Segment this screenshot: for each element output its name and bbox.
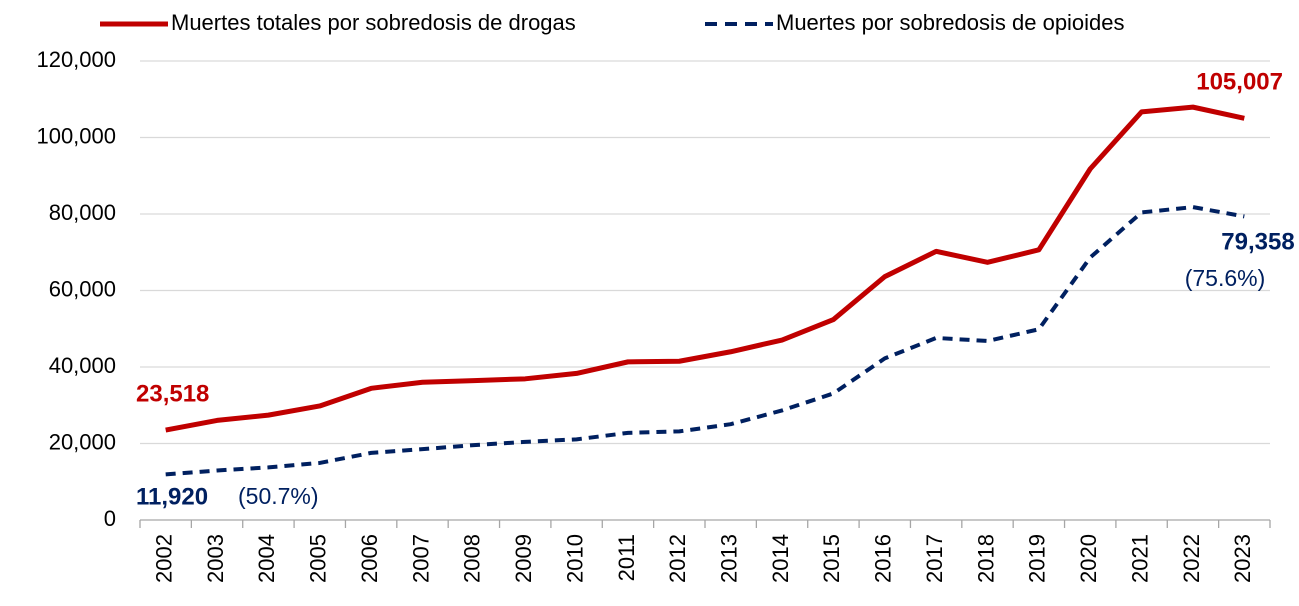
x-tick-label: 2002 <box>151 534 176 583</box>
series-line <box>165 205 1245 477</box>
x-tick-label: 2015 <box>819 534 844 583</box>
data-label: 11,920 <box>136 483 208 510</box>
x-tick-label: 2023 <box>1230 534 1255 583</box>
y-tick-label: 100,000 <box>36 123 116 148</box>
x-tick-label: 2019 <box>1025 534 1050 583</box>
x-tick-label: 2020 <box>1076 534 1101 583</box>
x-tick-label: 2010 <box>562 534 587 583</box>
x-tick-label: 2005 <box>306 534 331 583</box>
x-tick-label: 2014 <box>768 534 793 583</box>
x-tick-label: 2021 <box>1127 534 1152 583</box>
series-line <box>165 104 1245 433</box>
x-tick-label: 2022 <box>1179 534 1204 583</box>
x-tick-label: 2003 <box>203 534 228 583</box>
data-label: 105,007 <box>1196 68 1283 95</box>
legend-label: Muertes por sobredosis de opioides <box>776 10 1125 35</box>
y-tick-label: 0 <box>104 506 116 531</box>
x-tick-label: 2017 <box>922 534 947 583</box>
x-tick-label: 2006 <box>357 534 382 583</box>
annotation: (50.7%) <box>238 483 319 509</box>
x-tick-label: 2007 <box>408 534 433 583</box>
legend-label: Muertes totales por sobredosis de drogas <box>171 10 576 35</box>
x-tick-label: 2011 <box>614 534 639 581</box>
annotation: (75.6%) <box>1185 265 1266 291</box>
x-tick-label: 2013 <box>716 534 741 583</box>
y-tick-label: 20,000 <box>49 429 116 454</box>
x-tick-label: 2008 <box>460 534 485 583</box>
data-label: 23,518 <box>136 380 209 407</box>
x-tick-label: 2004 <box>254 534 279 583</box>
y-tick-label: 80,000 <box>49 200 116 225</box>
y-tick-label: 60,000 <box>49 276 116 301</box>
y-tick-label: 120,000 <box>36 47 116 72</box>
x-tick-label: 2012 <box>665 534 690 583</box>
x-tick-label: 2009 <box>511 534 536 583</box>
x-tick-label: 2018 <box>973 534 998 583</box>
y-tick-label: 40,000 <box>49 353 116 378</box>
x-tick-label: 2016 <box>871 534 896 583</box>
data-label: 79,358 <box>1221 228 1294 255</box>
